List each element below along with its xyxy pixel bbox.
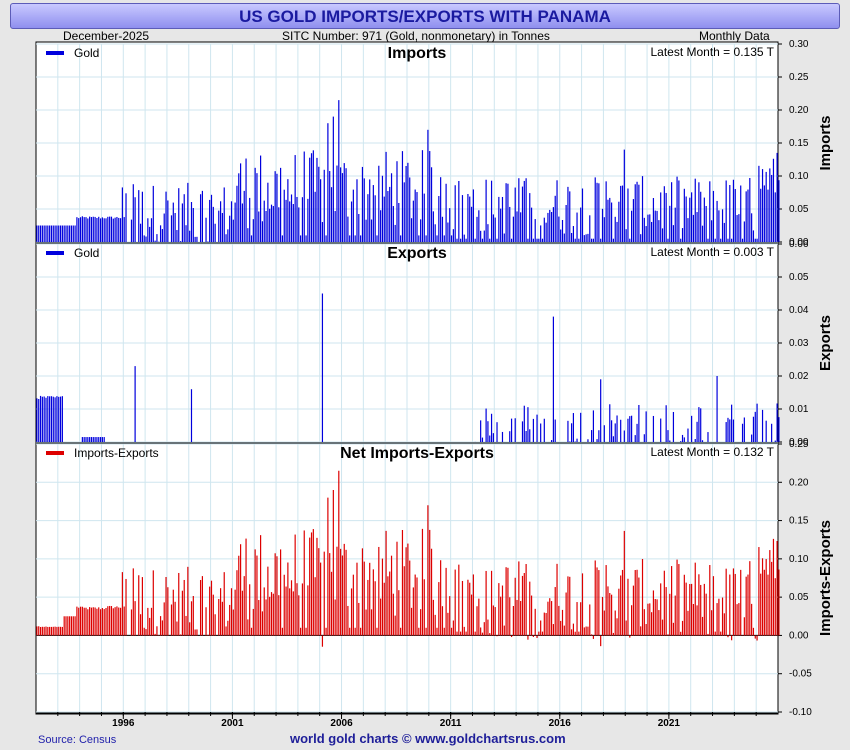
net-ytick-label: -0.05: [789, 669, 812, 680]
exports-ytick-label: 0.02: [789, 371, 809, 382]
x-tick-label: 2011: [440, 718, 462, 729]
exports-ytick-label: 0.01: [789, 404, 809, 415]
imports-panel-title: Imports: [388, 45, 447, 62]
imports-ytick-label: 0.10: [789, 171, 809, 182]
x-tick-label: 2001: [221, 718, 244, 729]
exports-panel-title: Exports: [387, 245, 447, 262]
imports-legend-label: Gold: [74, 46, 99, 60]
imports-axis-title: Imports: [817, 115, 834, 170]
exports-axis-title: Exports: [817, 315, 834, 371]
imports-ytick-label: 0.25: [789, 72, 809, 83]
exports-legend-label: Gold: [74, 246, 99, 260]
imports-ytick-label: 0.30: [789, 39, 809, 50]
x-tick-label: 2006: [330, 718, 353, 729]
imports-ytick-label: 0.20: [789, 105, 809, 116]
imports-latest-label: Latest Month = 0.135 T: [650, 45, 774, 59]
x-tick-label: 1996: [112, 718, 135, 729]
exports-latest-label: Latest Month = 0.003 T: [650, 245, 774, 259]
exports-ytick-label: 0.06: [789, 239, 809, 250]
frequency-label: Monthly Data: [699, 29, 770, 43]
net-panel-title: Net Imports-Exports: [340, 445, 494, 462]
x-tick-label: 2021: [658, 718, 681, 729]
x-tick-label: 2016: [549, 718, 572, 729]
net-ytick-label: 0.15: [789, 516, 809, 527]
source-note: Source: Census: [38, 734, 117, 746]
sitc-label: SITC Number: 971 (Gold, nonmonetary) in …: [282, 29, 550, 43]
exports-ytick-label: 0.00: [789, 437, 809, 448]
imports-ytick-label: 0.15: [789, 138, 809, 149]
imports-ytick-label: 0.00: [789, 237, 809, 248]
credit-note: world gold charts © www.goldchartsrus.co…: [290, 731, 566, 746]
chart-title: US GOLD IMPORTS/EXPORTS WITH PANAMA: [10, 3, 840, 29]
net-ytick-label: 0.05: [789, 592, 809, 603]
report-date: December-2025: [63, 29, 150, 43]
net-ytick-label: 0.10: [789, 554, 809, 565]
net-ytick-label: -0.10: [789, 707, 812, 718]
net-ytick-label: 0.25: [789, 439, 809, 450]
net-ytick-label: 0.20: [789, 477, 809, 488]
exports-ytick-label: 0.03: [789, 338, 809, 349]
imports-ytick-label: 0.05: [789, 204, 809, 215]
net-ytick-label: 0.00: [789, 630, 809, 641]
net-legend-label: Imports-Exports: [74, 446, 159, 460]
exports-ytick-label: 0.04: [789, 305, 809, 316]
net-axis-title: Imports-Exports: [817, 520, 834, 636]
exports-ytick-label: 0.05: [789, 272, 809, 283]
net-latest-label: Latest Month = 0.132 T: [650, 445, 774, 459]
